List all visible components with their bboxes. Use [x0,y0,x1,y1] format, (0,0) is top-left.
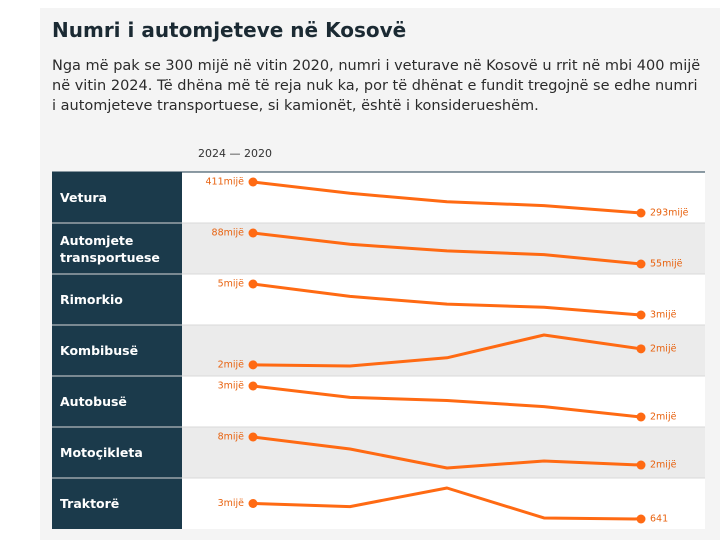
period-label: 2024 — 2020 [198,147,272,160]
value-label: 2mijë [218,359,245,370]
point [636,344,646,354]
value-label: 3mijë [650,310,677,321]
value-label: 3mijë [218,381,245,392]
value-label: 55mijë [650,259,683,270]
point [636,310,646,320]
point [248,177,258,187]
series-line [252,384,642,419]
series-line [252,486,642,521]
series-name: Kombibusë [60,343,139,358]
value-label: 5mijë [218,279,245,290]
point [248,381,258,391]
point [248,228,258,238]
series-name: Traktorë [60,496,120,511]
point [636,514,646,524]
value-label: 411mijë [205,177,244,188]
row-background [182,223,705,274]
series-line [252,435,642,470]
series-line [252,231,642,266]
value-label: 293mijë [650,208,689,219]
row-background [182,427,705,478]
point [636,259,646,269]
point [248,499,258,509]
series-name: Rimorkio [60,292,123,307]
chart-subtitle: Nga më pak se 300 mijë në vitin 2020, nu… [52,58,701,114]
value-label: 641 [650,514,668,525]
row-background [182,172,705,223]
chart-title: Numri i automjeteve në Kosovë [52,18,407,42]
point [248,432,258,442]
series-line [252,282,642,317]
series-line [252,333,642,368]
value-label: 2mijë [650,460,677,471]
point [248,279,258,289]
row-background [182,274,705,325]
series-name: Automjete transportuese [60,232,160,265]
series-name: Vetura [60,190,107,205]
point [636,460,646,470]
value-label: 88mijë [212,228,245,239]
series-name: Motoçikleta [60,445,143,460]
series-name: Autobusë [60,394,127,409]
value-label: 8mijë [218,432,245,443]
series-line [252,180,642,215]
value-label: 2mijë [650,412,677,423]
value-label: 3mijë [218,498,245,509]
row-background [182,325,705,376]
point [636,412,646,422]
point [636,208,646,218]
point [248,360,258,370]
value-label: 2mijë [650,343,677,354]
label-column [52,172,182,529]
